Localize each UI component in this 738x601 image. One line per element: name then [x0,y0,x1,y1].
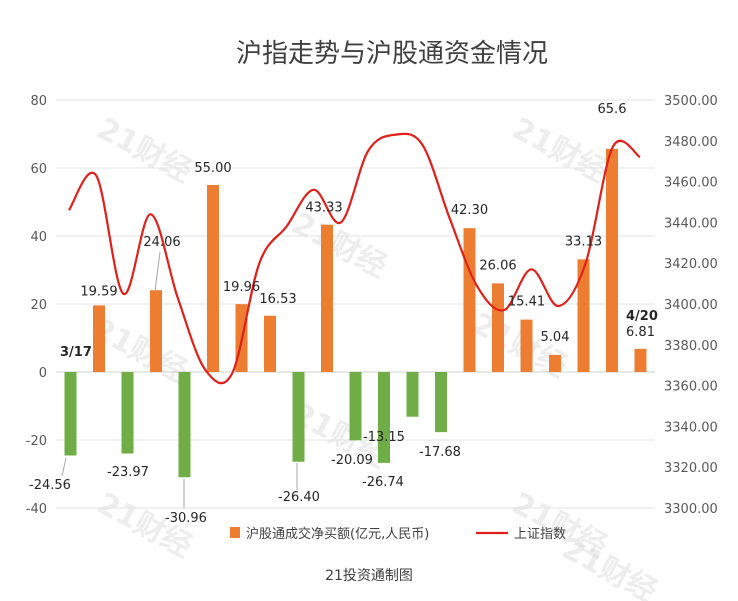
data-labels: -24.56 19.59 -23.97 24.06 -30.96 55.00 19.9616… [29,102,655,526]
right-axis-ticks: 3300.00 3320.00 3340.00 3360.00 3380.00 3400.… [664,94,718,517]
data-label: -23.97 [107,465,149,480]
legend: 沪股通成交净买额(亿元,人民币) 上证指数 [230,526,566,542]
right-tick-label: 3400.00 [664,298,718,313]
left-tick-label: 20 [30,298,47,313]
right-tick-label: 3380.00 [664,339,718,354]
data-label: -20.09 [331,453,373,468]
data-label: 6.81 [626,325,655,340]
label-leader-lines [61,251,298,508]
data-label: -24.56 [29,478,71,493]
bar [435,372,447,433]
watermark-text: 21财经 [286,206,392,285]
legend-bar-label: 沪股通成交净买额(亿元,人民币) [246,526,429,542]
data-label: 65.6 [598,102,627,117]
left-tick-label: -40 [26,502,47,517]
bar [349,372,362,441]
watermark-text: 21财经 [556,531,662,601]
date-labels: 3/17 4/20 [60,309,658,360]
date-label-end: 4/20 [626,309,658,324]
data-label: -26.74 [362,475,404,490]
left-axis-ticks: -40 -20 0 20 40 60 80 [26,94,47,517]
data-label: 19.96 [223,280,260,295]
data-label: 19.59 [80,284,117,299]
legend-bar-swatch [230,527,240,538]
bar [207,185,219,372]
watermark-text: 21财经 [91,111,197,190]
chart-title: 沪指走势与沪股通资金情况 [236,39,548,69]
data-label: 26.06 [479,258,516,273]
right-tick-label: 3460.00 [664,176,718,191]
data-label: 24.06 [143,235,180,250]
line-series [68,132,641,385]
leader-line [154,251,161,292]
right-tick-label: 3440.00 [664,216,718,231]
data-label: 15.41 [508,295,545,310]
bar [93,305,105,372]
bar [634,348,647,372]
left-tick-label: 60 [30,162,47,177]
right-tick-label: 3500.00 [664,94,718,109]
bar [463,228,476,372]
bar [378,372,390,463]
data-label: 43.33 [305,201,342,216]
source-note: 21投资通制图 [325,568,413,584]
left-tick-label: 40 [30,230,47,245]
watermark-text: 21财经 [466,306,572,385]
data-label: -30.96 [165,511,207,526]
bar [264,315,276,372]
bar [64,372,77,456]
right-tick-label: 3320.00 [664,461,718,476]
leader-line [61,457,67,477]
data-label: 42.30 [451,203,488,218]
bar [520,319,533,372]
data-label: 55.00 [194,161,231,176]
bar [321,224,333,372]
bar [150,290,162,372]
bar [492,283,504,372]
data-label: -17.68 [419,445,461,460]
data-label: 5.04 [541,330,570,345]
bar [577,259,590,372]
index-line [68,132,641,385]
right-tick-label: 3420.00 [664,257,718,272]
data-label: -13.15 [363,430,405,445]
right-tick-label: 3360.00 [664,380,718,395]
date-label-start: 3/17 [60,345,92,360]
data-label: 33.13 [565,234,602,249]
right-tick-label: 3300.00 [664,502,718,517]
bar [292,372,305,462]
right-tick-label: 3340.00 [664,420,718,435]
left-tick-label: -20 [26,434,47,449]
data-label: 16.53 [259,292,296,307]
bar [406,372,419,417]
legend-line-label: 上证指数 [514,527,566,542]
data-label: -26.40 [278,490,320,505]
bar [606,148,618,372]
left-tick-label: 0 [39,366,47,381]
left-tick-label: 80 [30,94,47,109]
bar [178,372,191,478]
right-tick-label: 3480.00 [664,135,718,150]
bar [121,372,134,454]
watermark-text: 21财经 [506,111,612,190]
bar [549,354,561,372]
bar-series [64,148,647,478]
